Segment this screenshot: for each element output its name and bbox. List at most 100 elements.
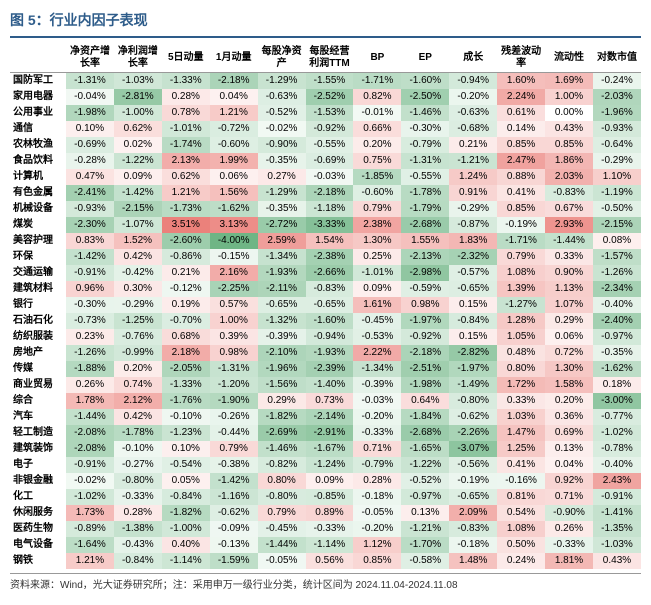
data-cell: 0.43% — [593, 553, 641, 569]
data-cell: 2.12% — [114, 393, 162, 409]
data-cell: -2.10% — [258, 345, 306, 361]
data-cell: 1.39% — [497, 281, 545, 297]
data-cell: -2.32% — [449, 249, 497, 265]
data-cell: 0.50% — [497, 537, 545, 553]
data-cell: -1.90% — [210, 393, 258, 409]
data-cell: 0.33% — [545, 249, 593, 265]
data-cell: -0.19% — [449, 473, 497, 489]
data-cell: -1.34% — [258, 249, 306, 265]
data-cell: -1.44% — [258, 537, 306, 553]
data-cell: -0.19% — [497, 217, 545, 233]
data-cell: -2.14% — [306, 409, 354, 425]
data-cell: 0.06% — [210, 169, 258, 185]
data-cell: -0.77% — [593, 409, 641, 425]
data-cell: -0.52% — [258, 105, 306, 121]
data-cell: 1.56% — [210, 185, 258, 201]
data-cell: -0.29% — [593, 153, 641, 169]
col-header: 残差波动率 — [497, 44, 545, 73]
row-header: 医药生物 — [10, 521, 66, 537]
table-row: 轻工制造-2.08%-1.78%-1.23%-0.44%-2.69%-2.91%… — [10, 425, 641, 441]
data-cell: -1.76% — [162, 393, 210, 409]
table-row: 休闲服务1.73%0.28%-1.82%-0.62%0.79%0.89%-0.0… — [10, 505, 641, 521]
data-cell: 1.86% — [545, 153, 593, 169]
data-cell: -1.82% — [258, 409, 306, 425]
data-cell: 0.81% — [497, 489, 545, 505]
data-cell: -0.35% — [258, 201, 306, 217]
data-cell: 1.10% — [593, 169, 641, 185]
data-cell: 1.08% — [497, 521, 545, 537]
data-cell: 0.20% — [353, 137, 401, 153]
data-cell: -1.22% — [401, 457, 449, 473]
data-cell: -0.99% — [114, 345, 162, 361]
data-cell: -0.63% — [258, 89, 306, 105]
table-row: 综合1.78%2.12%-1.76%-1.90%0.29%0.73%-0.03%… — [10, 393, 641, 409]
data-cell: -0.04% — [66, 89, 114, 105]
table-row: 食品饮料-0.28%-1.22%2.13%1.99%-0.35%-0.69%0.… — [10, 153, 641, 169]
data-cell: -1.44% — [66, 409, 114, 425]
data-cell: 0.61% — [497, 105, 545, 121]
data-cell: 0.98% — [401, 297, 449, 313]
data-cell: 0.30% — [114, 281, 162, 297]
data-cell: -0.58% — [401, 553, 449, 569]
data-cell: 1.30% — [545, 361, 593, 377]
data-cell: 1.69% — [545, 73, 593, 90]
data-cell: -1.55% — [306, 73, 354, 90]
data-cell: -1.41% — [593, 505, 641, 521]
data-cell: 1.58% — [545, 377, 593, 393]
data-cell: -0.92% — [306, 121, 354, 137]
data-cell: -0.84% — [162, 489, 210, 505]
data-cell: 0.02% — [114, 137, 162, 153]
row-header: 银行 — [10, 297, 66, 313]
data-cell: -2.41% — [66, 185, 114, 201]
data-cell: 2.47% — [497, 153, 545, 169]
data-cell: -1.02% — [66, 489, 114, 505]
data-cell: -0.29% — [449, 201, 497, 217]
data-cell: -1.97% — [401, 313, 449, 329]
data-cell: -0.45% — [353, 313, 401, 329]
data-cell: 0.41% — [497, 457, 545, 473]
data-cell: 0.21% — [449, 137, 497, 153]
data-cell: 1.07% — [545, 297, 593, 313]
data-cell: -0.30% — [401, 121, 449, 137]
data-cell: -2.03% — [593, 89, 641, 105]
data-cell: -0.87% — [449, 217, 497, 233]
data-cell: 0.19% — [162, 297, 210, 313]
data-cell: -2.18% — [210, 73, 258, 90]
data-cell: -2.60% — [162, 233, 210, 249]
data-cell: -0.52% — [401, 473, 449, 489]
data-cell: -2.26% — [449, 425, 497, 441]
row-header: 计算机 — [10, 169, 66, 185]
data-cell: -0.64% — [593, 137, 641, 153]
data-cell: -1.01% — [353, 265, 401, 281]
data-cell: -0.89% — [66, 521, 114, 537]
data-cell: 0.29% — [545, 313, 593, 329]
data-cell: 0.54% — [497, 505, 545, 521]
data-cell: 0.85% — [353, 553, 401, 569]
data-cell: 3.13% — [210, 217, 258, 233]
data-cell: -1.57% — [593, 249, 641, 265]
data-cell: -0.72% — [210, 121, 258, 137]
data-cell: -0.60% — [210, 137, 258, 153]
data-cell: 0.10% — [66, 121, 114, 137]
data-cell: -2.68% — [401, 217, 449, 233]
data-cell: 1.08% — [497, 265, 545, 281]
data-cell: -0.02% — [258, 121, 306, 137]
table-row: 环保-1.42%0.42%-0.86%-0.15%-1.34%-2.38%0.2… — [10, 249, 641, 265]
data-cell: -0.33% — [353, 425, 401, 441]
data-cell: -1.62% — [593, 361, 641, 377]
data-cell: -1.70% — [401, 537, 449, 553]
data-cell: -0.97% — [401, 489, 449, 505]
data-cell: -0.69% — [306, 153, 354, 169]
data-cell: -4.00% — [210, 233, 258, 249]
table-row: 非银金融-0.02%-0.80%0.05%-1.42%0.80%0.09%0.2… — [10, 473, 641, 489]
data-cell: -1.78% — [401, 185, 449, 201]
data-cell: -2.13% — [401, 249, 449, 265]
data-cell: -2.91% — [306, 425, 354, 441]
data-cell: -1.03% — [114, 73, 162, 90]
data-cell: -1.14% — [306, 537, 354, 553]
data-cell: 0.26% — [66, 377, 114, 393]
table-row: 煤炭-2.30%-1.07%3.51%3.13%-2.72%-3.33%2.38… — [10, 217, 641, 233]
data-cell: -1.29% — [258, 185, 306, 201]
data-cell: 0.25% — [353, 249, 401, 265]
data-cell: 1.00% — [545, 89, 593, 105]
